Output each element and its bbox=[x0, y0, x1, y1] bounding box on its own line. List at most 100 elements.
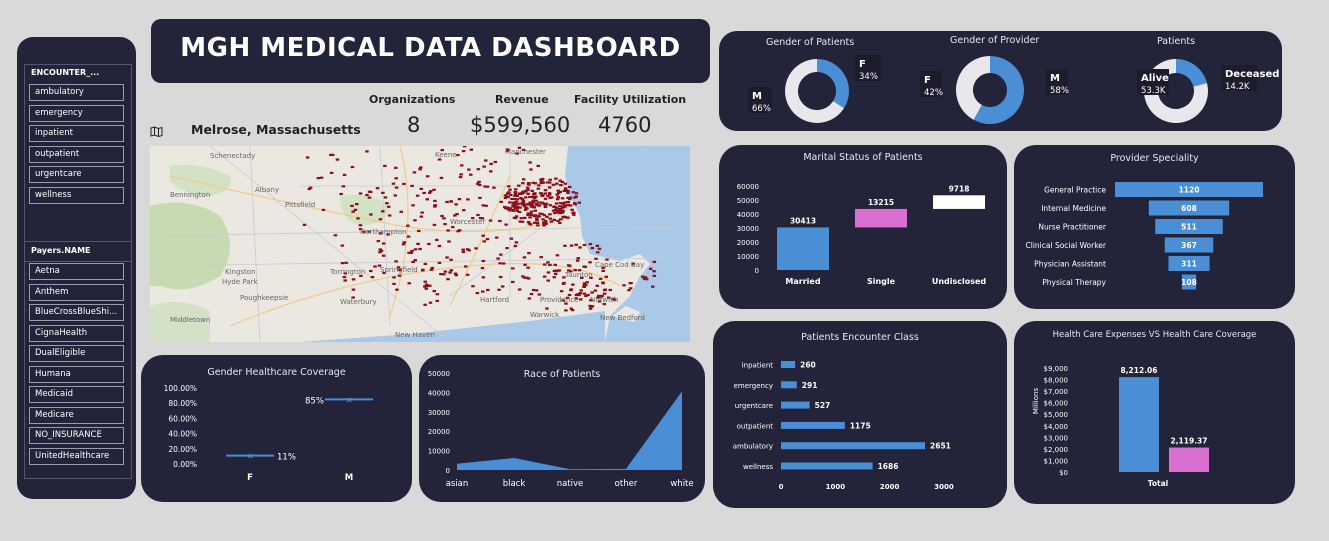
map-marker bbox=[396, 266, 401, 269]
map-marker bbox=[628, 287, 633, 290]
map-marker bbox=[531, 199, 536, 202]
map-marker bbox=[544, 222, 548, 225]
map-marker bbox=[554, 208, 558, 212]
map-marker bbox=[511, 280, 515, 284]
map-marker bbox=[503, 196, 508, 200]
map-marker bbox=[542, 221, 546, 224]
map-marker bbox=[513, 244, 518, 248]
map-marker bbox=[536, 164, 540, 167]
map-marker bbox=[526, 266, 530, 269]
map-marker bbox=[483, 185, 487, 188]
gender-provider-title: Gender of Provider bbox=[950, 35, 1040, 46]
map-marker bbox=[351, 278, 356, 281]
encounter-slicer-item-4[interactable]: urgentcare bbox=[29, 166, 124, 183]
map-marker bbox=[350, 204, 354, 207]
map-marker bbox=[518, 206, 522, 209]
map-marker bbox=[525, 276, 529, 279]
payers-slicer-item-5[interactable]: Humana bbox=[29, 365, 124, 383]
map-marker bbox=[515, 198, 520, 201]
marital-ytick: 10000 bbox=[737, 253, 759, 261]
map-marker bbox=[481, 259, 486, 263]
payers-slicer-item-4[interactable]: DualEligible bbox=[29, 345, 124, 362]
race-category: asian bbox=[446, 479, 469, 489]
map-marker bbox=[555, 198, 560, 201]
payers-slicer-item-6[interactable]: Medicaid bbox=[29, 386, 124, 403]
encounter-slicer-item-3[interactable]: outpatient bbox=[29, 145, 124, 163]
map-marker bbox=[381, 210, 385, 213]
map-marker bbox=[582, 243, 587, 247]
encounter-xtick: 0 bbox=[779, 483, 784, 491]
payers-slicer-item-2[interactable]: BlueCrossBlueShi... bbox=[29, 304, 124, 321]
map-marker bbox=[341, 185, 346, 188]
map-icon[interactable] bbox=[150, 124, 163, 138]
map-marker bbox=[644, 278, 649, 281]
encounter-slicer: ENCOUNTER_... ambulatory emergency inpatie… bbox=[24, 64, 132, 262]
map-marker bbox=[500, 285, 505, 288]
map-marker bbox=[498, 275, 503, 279]
gender-patients-title: Gender of Patients bbox=[766, 37, 855, 48]
map-marker bbox=[467, 249, 471, 252]
map-marker bbox=[395, 288, 399, 291]
payers-slicer-item-0[interactable]: Aetna bbox=[29, 263, 124, 280]
payers-slicer-item-1[interactable]: Anthem bbox=[29, 283, 124, 301]
map-marker bbox=[571, 191, 576, 194]
map-marker bbox=[514, 188, 518, 191]
payers-slicer-item-9[interactable]: UnitedHealthcare bbox=[29, 447, 124, 465]
map-marker bbox=[437, 158, 442, 161]
map-marker bbox=[601, 266, 605, 269]
map-marker bbox=[564, 309, 568, 312]
map-marker bbox=[425, 198, 429, 201]
patients-label-box bbox=[1137, 69, 1169, 95]
map-marker bbox=[584, 284, 588, 287]
map-marker bbox=[540, 179, 544, 182]
marital-data-label: 9718 bbox=[949, 184, 970, 193]
map-marker bbox=[564, 302, 568, 305]
expenses-ytick: $5,000 bbox=[1044, 411, 1069, 419]
map-marker bbox=[536, 187, 541, 190]
map-marker bbox=[574, 297, 578, 300]
map-marker bbox=[499, 253, 503, 256]
map-marker bbox=[527, 203, 531, 206]
map-marker bbox=[526, 212, 531, 215]
map-marker bbox=[607, 296, 611, 299]
coverage-panel: Gender Healthcare Coverage 0.00% 20.00% 40… bbox=[141, 355, 412, 502]
map-marker bbox=[529, 210, 534, 213]
map-marker bbox=[508, 207, 513, 210]
map-marker bbox=[335, 158, 340, 161]
map-marker bbox=[340, 244, 345, 247]
map-marker bbox=[556, 196, 560, 199]
map-marker bbox=[539, 256, 543, 259]
encounter-category: outpatient bbox=[737, 422, 774, 430]
payers-slicer-item-8[interactable]: NO_INSURANCE bbox=[29, 427, 124, 444]
map-marker bbox=[545, 181, 550, 184]
map-marker bbox=[521, 190, 525, 193]
map-marker bbox=[589, 305, 593, 308]
encounter-slicer-item-5[interactable]: wellness bbox=[29, 186, 124, 204]
map-marker bbox=[526, 192, 530, 195]
map-marker bbox=[561, 205, 565, 208]
encounter-slicer-item-1[interactable]: emergency bbox=[29, 104, 124, 122]
expenses-bar-1 bbox=[1169, 447, 1209, 472]
map-marker bbox=[511, 267, 515, 270]
payers-slicer-item-3[interactable]: CignaHealth bbox=[29, 324, 124, 342]
payers-slicer-item-7[interactable]: Medicare bbox=[29, 406, 124, 424]
map-view[interactable]: Schenectady Albany Pittsfield Northampton Wo… bbox=[150, 146, 690, 342]
map-marker bbox=[525, 186, 530, 189]
map-marker bbox=[551, 209, 556, 212]
map-marker bbox=[568, 196, 573, 199]
gender_patients-slice-label: M bbox=[752, 91, 762, 102]
map-marker bbox=[343, 272, 347, 275]
map-marker bbox=[514, 241, 519, 244]
map-place-label: Waterbury bbox=[340, 298, 377, 306]
map-marker bbox=[505, 192, 510, 195]
map-place-label: Albany bbox=[255, 186, 280, 194]
map-marker bbox=[627, 289, 631, 292]
map-marker bbox=[555, 182, 559, 185]
map-marker bbox=[534, 202, 539, 205]
map-marker bbox=[571, 211, 576, 214]
encounter-slicer-item-2[interactable]: inpatient bbox=[29, 125, 124, 142]
map-marker bbox=[631, 263, 635, 266]
map-marker bbox=[485, 185, 490, 188]
encounter-slicer-item-0[interactable]: ambulatory bbox=[29, 84, 124, 101]
map-marker bbox=[522, 256, 527, 259]
